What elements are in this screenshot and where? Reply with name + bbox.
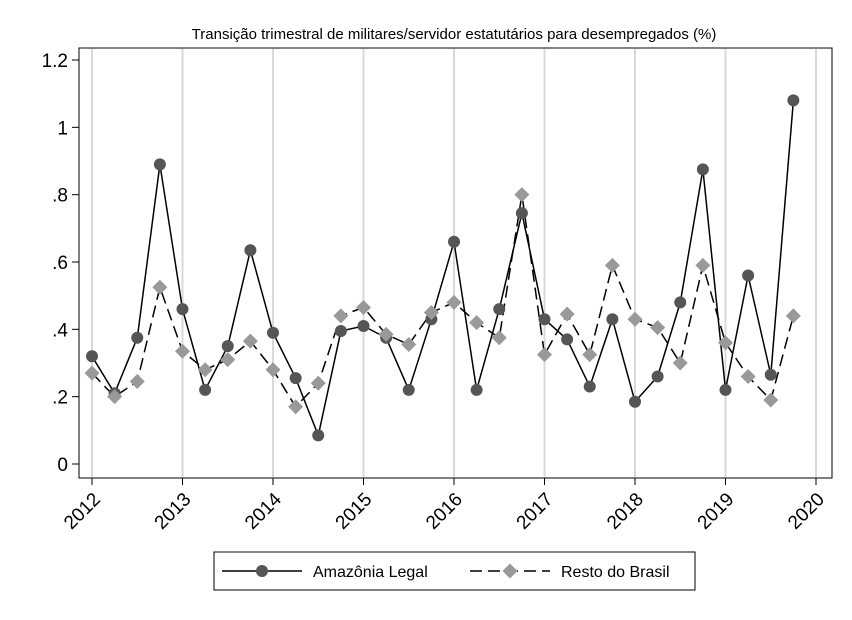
series-0-point: [244, 244, 257, 257]
y-tick-label-5: 1: [57, 118, 68, 139]
series-0-point: [583, 380, 596, 393]
series-0-point: [561, 333, 574, 346]
y-tick-label-1: .2: [52, 388, 68, 409]
series-1-point: [175, 343, 190, 359]
series-1-point: [129, 374, 145, 390]
series-1-point: [695, 257, 711, 273]
series-0-point: [357, 319, 370, 332]
series-0-point: [153, 158, 166, 171]
plot-area: [78, 47, 833, 479]
y-tick-label-0: 0: [57, 455, 68, 476]
series-0-point: [289, 372, 302, 385]
y-tick-label-3: .6: [52, 253, 68, 274]
series-1-point: [84, 365, 100, 381]
series-0-point: [493, 303, 506, 316]
series-1-point: [288, 399, 304, 415]
series-1-point: [333, 308, 349, 324]
series-0-point: [606, 313, 619, 326]
series-0-point: [402, 383, 415, 396]
series-1-point: [423, 305, 439, 320]
legend-marker-0: [256, 565, 268, 577]
series-1-point: [650, 320, 666, 336]
series-1-point: [356, 299, 371, 315]
series-0-point: [131, 331, 144, 344]
series-1-point: [242, 333, 258, 349]
y-tick-label-2: .4: [52, 320, 68, 341]
series-0-point: [787, 94, 800, 107]
series-1-point: [672, 355, 688, 371]
series-1-point: [627, 311, 643, 327]
series-1-point: [446, 294, 462, 310]
chart-title: Transição trimestral de militares/servid…: [192, 26, 717, 43]
series-0-point: [221, 340, 234, 353]
series-1-point: [197, 362, 213, 378]
series-1-point: [491, 330, 507, 346]
legend-label-0: Amazônia Legal: [313, 564, 428, 581]
series-1-point: [265, 362, 281, 378]
series-1-point: [401, 336, 417, 352]
series-0-point: [719, 383, 732, 396]
series-0-point: [176, 303, 189, 316]
series-0-point: [651, 370, 664, 383]
legend: Amazônia Legal Resto do Brasil: [213, 551, 696, 591]
series-1-point: [310, 375, 326, 391]
series-1-point: [740, 368, 756, 384]
series-1-point: [559, 306, 575, 322]
series-1-point: [107, 389, 123, 405]
series-1-point: [763, 392, 779, 408]
series-0-point: [267, 326, 279, 339]
series-0-point: [674, 296, 687, 309]
series-0-point: [515, 207, 528, 220]
y-tick-label-4: .8: [52, 186, 68, 207]
series-1-point: [514, 187, 530, 203]
series-0-point: [86, 350, 98, 363]
series-1-point: [582, 347, 598, 363]
legend-label-1: Resto do Brasil: [561, 564, 670, 581]
series-0-point: [696, 163, 709, 176]
series-0-point: [742, 269, 755, 282]
series-1-point: [378, 326, 394, 342]
series-1-point: [537, 347, 552, 363]
series-0-point: [629, 395, 641, 408]
series-1-point: [718, 335, 733, 351]
series-0-point: [312, 429, 325, 442]
series-layer: [84, 94, 801, 442]
series-0-point: [538, 313, 551, 326]
series-0-point: [334, 325, 347, 338]
series-1-point: [785, 308, 801, 324]
series-1-point: [220, 352, 236, 368]
series-1-point: [152, 279, 168, 295]
series-0-point: [199, 383, 212, 396]
series-line-0: [91, 100, 795, 438]
series-1-point: [469, 315, 485, 331]
series-1-point: [604, 257, 620, 273]
y-tick-label-6: 1.2: [42, 51, 68, 72]
series-0-point: [764, 368, 777, 381]
series-0-point: [448, 235, 460, 248]
series-0-point: [470, 383, 483, 396]
legend-marker-1: [502, 563, 518, 579]
